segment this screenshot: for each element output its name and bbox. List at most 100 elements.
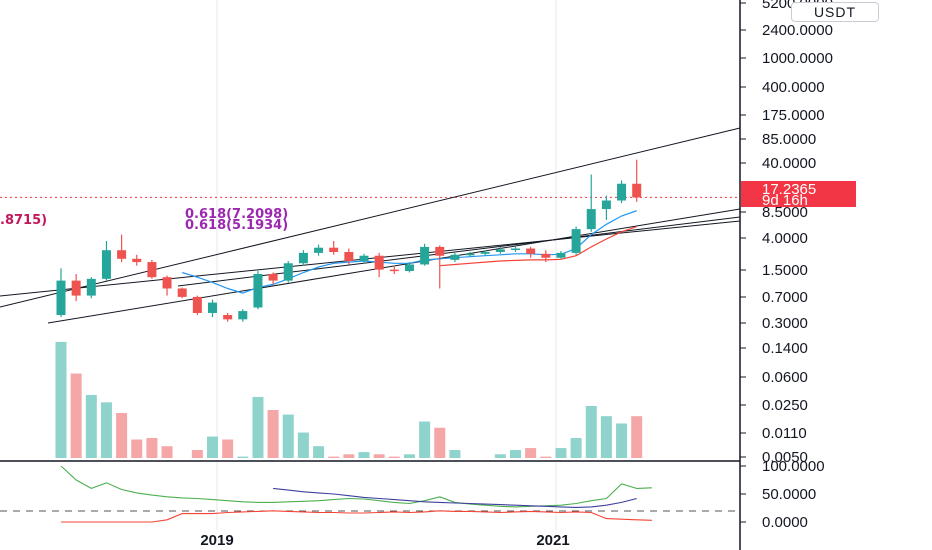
candle-body: [314, 247, 324, 253]
candle-body: [238, 311, 248, 320]
price-tick-label: 4.0000: [762, 230, 808, 247]
price-tick-label: 400.0000: [762, 79, 825, 96]
volume-bar: [282, 414, 294, 458]
x-tick-label: 2019: [200, 532, 233, 549]
candle-body: [404, 264, 414, 272]
candle-body: [147, 262, 157, 278]
oscillator-tick-label: 0.0000: [762, 514, 808, 531]
x-tick-label: 2021: [536, 532, 569, 549]
candle-body: [541, 253, 551, 258]
candle-body: [223, 315, 233, 320]
volume-bar: [207, 436, 218, 458]
candle-body: [617, 183, 627, 201]
volume-bar: [358, 452, 370, 458]
quote-unit-badge[interactable]: USDT: [791, 2, 879, 22]
price-tick-label: 1000.0000: [762, 50, 833, 67]
volume-bar: [570, 438, 582, 458]
volume-bar: [510, 450, 521, 458]
volume-bar: [419, 421, 431, 458]
candle-body: [283, 263, 293, 281]
volume-bar: [449, 450, 461, 458]
ema-slow-line: [439, 226, 637, 267]
candle-body: [268, 273, 278, 281]
volume-bar: [267, 410, 279, 458]
price-tick-label: 0.3000: [762, 315, 808, 332]
candle-body: [601, 200, 611, 210]
volume-bar: [525, 448, 537, 458]
candle-body: [177, 288, 187, 297]
trendline-3: [0, 220, 741, 297]
oscillator-tick-label: 50.0000: [762, 486, 816, 503]
volume-bar: [600, 416, 612, 458]
candle-body: [71, 280, 81, 296]
price-axis: 5200.00002400.00001000.0000400.0000175.0…: [739, 0, 856, 550]
candle-body: [208, 302, 217, 313]
candle-body: [329, 247, 339, 252]
volume-bar: [100, 402, 112, 458]
volume-bar: [146, 438, 158, 458]
volume-bar: [313, 446, 325, 458]
volume-bar: [328, 456, 340, 458]
candle-body: [480, 251, 490, 254]
candle-body: [253, 273, 263, 308]
volume-bar: [252, 396, 264, 458]
price-tick-label: 0.7000: [762, 289, 808, 306]
bar-countdown-label: 9d 16h: [762, 192, 808, 209]
candle-body: [465, 253, 475, 256]
candle-body: [526, 248, 536, 254]
trendline-1: [0, 127, 741, 308]
fib-label-2: 0.618(5.1934): [185, 218, 288, 233]
volume-bar: [116, 412, 128, 458]
candle-body: [389, 269, 399, 272]
price-tick-label: 0.0110: [762, 425, 807, 442]
price-tick-label: 85.0000: [762, 131, 816, 148]
candle-body: [374, 255, 384, 270]
chart-grid: [0, 0, 740, 530]
volume-bar: [343, 454, 355, 458]
volume-bar: [631, 416, 643, 458]
candle-body: [86, 278, 96, 296]
oscillator-pane: [60, 465, 652, 523]
oscillator-blue-line: [273, 487, 637, 508]
candle-body: [586, 209, 596, 230]
candle-body: [511, 248, 520, 251]
price-tick-label: 8.5000: [762, 204, 808, 221]
fib-label-1: 0.618(7.2098): [185, 207, 288, 222]
oscillator-green-line: [60, 465, 652, 508]
volume-bar: [131, 439, 143, 458]
price-tick-label: 0.1400: [762, 340, 808, 357]
candle-body: [298, 252, 308, 264]
volume-bar: [585, 405, 597, 458]
candle-body: [162, 277, 172, 289]
volume-bar: [70, 373, 82, 458]
volume-bar: [494, 454, 506, 458]
volume-bar: [55, 341, 67, 458]
price-tick-label: 0.0250: [762, 397, 808, 414]
fib-label-left: .8715): [0, 213, 47, 228]
candle-body: [571, 229, 581, 253]
price-tick-label: 175.0000: [762, 107, 825, 124]
candle-body: [556, 252, 566, 258]
last-price-label: 17.2365: [762, 181, 816, 198]
volume-bar: [540, 456, 552, 458]
volume-bar: [85, 394, 97, 458]
candle-body: [420, 246, 430, 265]
volume-bar: [403, 454, 415, 458]
candle-body: [632, 183, 642, 198]
price-tick-label: 1.5000: [762, 262, 808, 279]
candle-body: [192, 296, 202, 313]
volume-bar: [373, 454, 385, 458]
trendlines: [0, 127, 741, 324]
candle-body: [101, 250, 111, 279]
candle-body: [344, 251, 354, 261]
volume-bar: [222, 439, 234, 458]
candle-body: [359, 255, 369, 261]
price-tick-label: 40.0000: [762, 155, 816, 172]
oscillator-red-line: [61, 510, 652, 523]
price-tick-label: 2400.0000: [762, 22, 833, 39]
chart-labels: 0.618(7.2098)0.618(5.1934) .8715) 2019 2021: [0, 207, 570, 549]
volume-bar: [434, 427, 446, 458]
last-price-badge: [741, 181, 856, 207]
candle-body: [435, 246, 445, 256]
